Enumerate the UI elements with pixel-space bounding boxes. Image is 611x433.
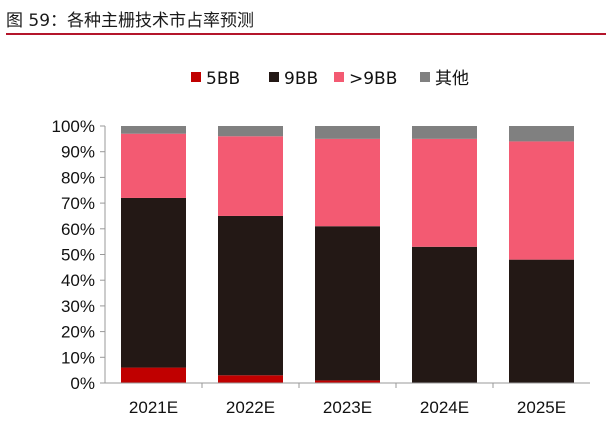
bar-segment-2022E-0: [218, 375, 283, 383]
bar-segment-2023E-3: [315, 126, 380, 139]
y-axis: 0% 10% 20% 30% 40% 50% 60% 70% 80% 90% 100%: [52, 117, 106, 393]
y-tick-label-10: 100%: [52, 117, 95, 136]
legend-swatch-3: [420, 72, 430, 82]
y-tick-label-5: 50%: [61, 246, 95, 265]
x-tick-label-2: 2023E: [323, 398, 372, 417]
x-tick-label-4: 2025E: [517, 398, 566, 417]
legend-label-2: >9BB: [349, 69, 397, 89]
bar-segment-2021E-3: [121, 126, 186, 134]
figure-title: 图 59：各种主栅技术市占率预测: [6, 11, 255, 31]
bar-segment-2022E-1: [218, 215, 283, 376]
bar-segment-2021E-1: [121, 197, 186, 368]
bar-segment-2025E-2: [509, 141, 574, 260]
y-tick-label-4: 40%: [61, 271, 95, 290]
bar-segment-2022E-3: [218, 126, 283, 137]
y-tick-label-0: 0%: [70, 374, 95, 393]
x-tick-label-0: 2021E: [129, 398, 178, 417]
legend-swatch-1: [269, 72, 279, 82]
bar-segment-2025E-3: [509, 126, 574, 142]
title-divider: [6, 33, 606, 35]
bar-segment-2024E-3: [412, 126, 477, 139]
y-tick-label-6: 60%: [61, 220, 95, 239]
y-tick-label-1: 10%: [61, 348, 95, 367]
bar-segment-2021E-0: [121, 367, 186, 383]
y-tick-label-2: 20%: [61, 323, 95, 342]
bar-segment-2023E-2: [315, 138, 380, 227]
y-tick-label-3: 30%: [61, 297, 95, 316]
bar-segment-2023E-1: [315, 226, 380, 381]
bars: [121, 126, 574, 383]
legend: 5BB 9BB >9BB 其他: [191, 69, 469, 89]
y-tick-label-9: 90%: [61, 143, 95, 162]
bar-segment-2021E-2: [121, 133, 186, 198]
legend-label-3: 其他: [435, 69, 469, 89]
legend-swatch-0: [191, 72, 201, 82]
y-tick-label-7: 70%: [61, 194, 95, 213]
x-tick-label-1: 2022E: [226, 398, 275, 417]
bar-segment-2023E-0: [315, 380, 380, 383]
bar-segment-2024E-1: [412, 246, 477, 383]
y-tick-label-8: 80%: [61, 168, 95, 187]
bar-segment-2025E-1: [509, 259, 574, 383]
legend-swatch-2: [334, 72, 344, 82]
legend-label-0: 5BB: [206, 69, 240, 89]
bar-segment-2024E-2: [412, 138, 477, 247]
x-axis: 2021E 2022E 2023E 2024E 2025E: [105, 382, 590, 417]
bar-segment-2022E-2: [218, 136, 283, 216]
legend-label-1: 9BB: [284, 69, 318, 89]
x-tick-label-3: 2024E: [420, 398, 469, 417]
